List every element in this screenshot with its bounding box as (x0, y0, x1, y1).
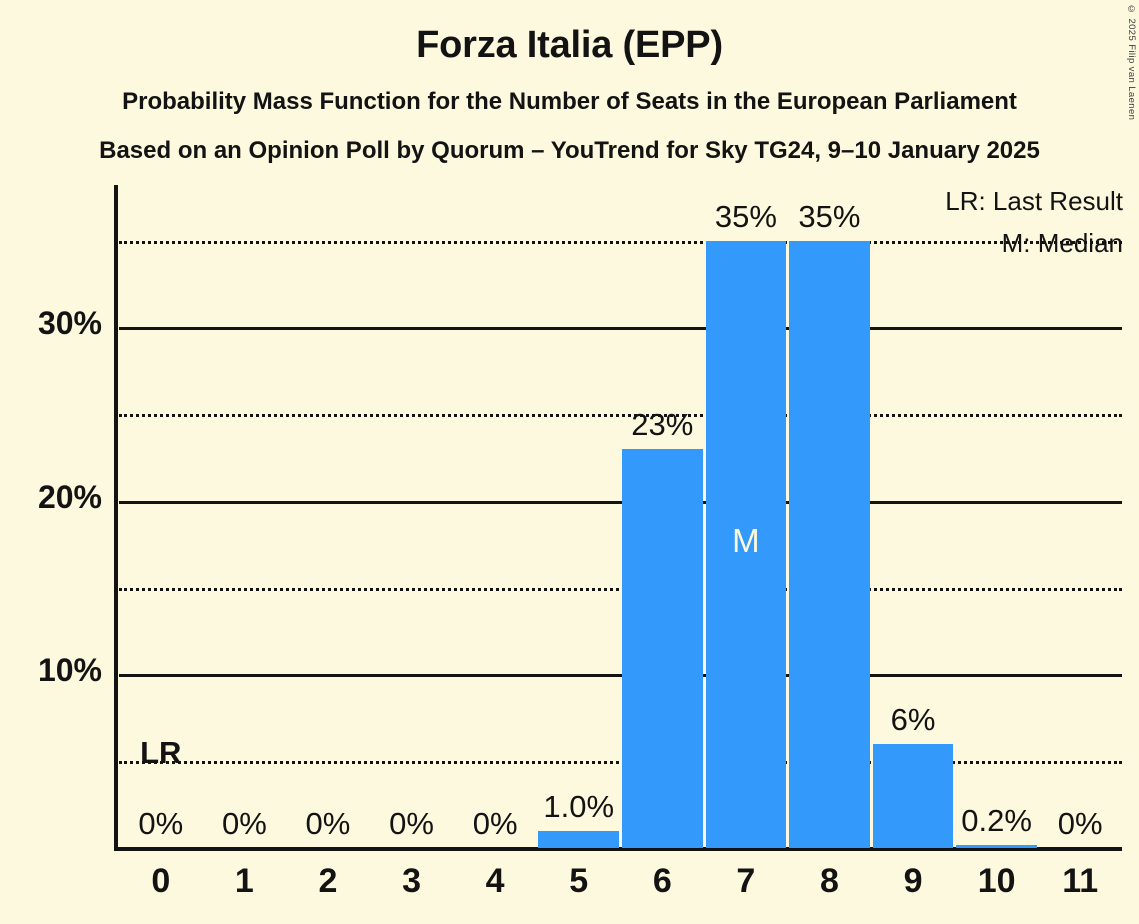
y-axis-line (114, 185, 118, 851)
bar-value-label: 0% (1057, 806, 1103, 841)
bar-value-label: 0% (472, 806, 518, 841)
gridline-major (119, 500, 1122, 504)
bar[interactable] (872, 743, 954, 848)
bar-value-label: 23% (631, 406, 694, 442)
chart-source: Based on an Opinion Poll by Quorum – You… (99, 137, 1040, 164)
gridline-minor (119, 587, 1122, 591)
x-axis-tick-label: 5 (569, 862, 589, 900)
y-axis-tick-label: 30% (37, 305, 102, 342)
x-axis-tick-label: 3 (402, 862, 421, 900)
gridline-minor (119, 240, 1122, 244)
copyright-notice: © 2025 Filip van Laenen (1126, 4, 1137, 121)
bar-value-label: 1.0% (543, 788, 615, 824)
y-axis-tick-label: 20% (37, 478, 102, 515)
page-title: Forza Italia (EPP) (416, 24, 723, 66)
gridline-major (119, 327, 1122, 331)
x-axis-tick-label: 8 (819, 862, 839, 900)
bar[interactable] (622, 448, 703, 848)
x-axis-tick-label: 10 (977, 862, 1016, 900)
gridline-minor (119, 414, 1122, 418)
x-axis-tick-label: 2 (318, 862, 338, 900)
x-axis-tick-label: 9 (903, 862, 923, 900)
x-axis-tick-label: 11 (1062, 862, 1099, 900)
bar-value-label: 0.2% (961, 802, 1032, 838)
legend-last-result: LR: Last Result (945, 186, 1123, 216)
x-axis-tick-labels: 0 1 2 3 4 5 6 7 8 9 10 11 (119, 862, 1122, 912)
bar-value-label: 35% (714, 198, 777, 234)
bar[interactable] (956, 844, 1037, 848)
bar-value-label: 0% (305, 806, 351, 841)
bar-value-label: 0% (389, 806, 434, 841)
bar[interactable] (705, 240, 787, 848)
bar-value-label: 0% (221, 806, 267, 841)
x-axis-tick-label: 1 (234, 862, 254, 900)
x-axis-tick-label: 6 (652, 862, 672, 900)
chart-subtitle: Probability Mass Function for the Number… (122, 88, 1017, 115)
x-axis-line (114, 847, 1122, 851)
gridline-minor (119, 761, 1122, 765)
x-axis-tick-label: 7 (736, 862, 756, 900)
bar-value-label: 0% (138, 806, 184, 841)
bar[interactable] (789, 240, 870, 848)
bar-value-label: 35% (798, 198, 861, 234)
x-axis-tick-label: 0 (151, 862, 171, 900)
bar-value-label: 6% (890, 701, 936, 737)
legend-median: M: Median (1001, 228, 1123, 258)
y-axis-tick-labels: 10% 20% 30% (0, 185, 110, 848)
gridline-major (119, 674, 1122, 678)
plot-area: 0% 0% 0% 0% 0% 1.0% 23% 35% 35% 6% 0.2% 0% M LR (119, 185, 1122, 848)
last-result-marker: LR (140, 735, 182, 771)
y-axis-tick-label: 10% (37, 652, 102, 689)
x-axis-tick-label: 4 (485, 862, 505, 900)
bar[interactable] (538, 830, 619, 848)
